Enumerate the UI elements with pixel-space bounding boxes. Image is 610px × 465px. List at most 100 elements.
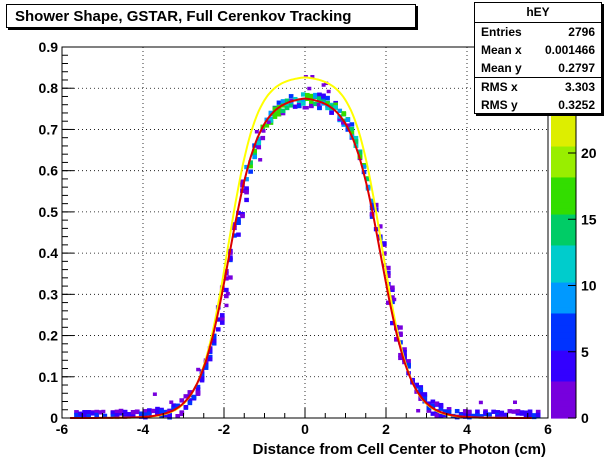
heatmap-cell [503,412,509,418]
heatmap-cell [175,404,181,409]
colorbar-segment [551,387,576,394]
heatmap-cell [390,287,395,293]
heatmap-cell [228,275,233,280]
heatmap-cell [101,409,106,414]
heatmap-cell [329,104,334,109]
heatmap-cell [321,83,326,87]
stats-name: hEY [475,3,601,23]
colorbar-segment [551,195,576,203]
heatmap-cell [258,158,263,162]
heatmap-cell [179,398,185,403]
heatmap-cell [252,154,257,160]
colorbar-segment [551,331,576,339]
heatmap-cell [357,150,363,155]
colorbar-segment [551,362,576,370]
heatmap-cell [531,413,537,418]
colorbar-segment [551,337,576,345]
heatmap-cell [406,359,411,364]
colorbar-segment [551,115,576,122]
heatmap-cell [183,404,189,410]
colorbar-segment [551,176,576,184]
colorbar-segment [551,263,576,271]
heatmap-cell [349,122,355,127]
heatmap-cell [418,392,424,397]
heatmap-cell [284,105,290,111]
heatmap-cell [349,130,355,136]
heatmap-cell [252,151,257,157]
colorbar-tick-label: 5 [581,344,589,360]
heatmap-cell [171,406,176,412]
colorbar-segment [551,281,576,289]
colorbar-segment [551,393,576,401]
heatmap-cell [254,129,259,134]
heatmap-cell [244,197,249,203]
heatmap-cell [398,325,403,330]
heatmap-cell [394,337,399,342]
heatmap-cell [256,140,262,146]
heatmap-cell [519,410,525,415]
heatmap-cell [187,398,193,403]
heatmap-cell [337,108,343,113]
colorbar-segment [551,201,576,209]
colorbar-segment [551,374,576,382]
heatmap-cell [280,99,286,104]
heatmap-cell [191,394,197,400]
heatmap-cell [430,399,436,404]
colorbar-segment [551,269,576,277]
heatmap-cell [155,410,160,415]
heatmap-cell [426,408,432,413]
heatmap-cell [219,313,225,318]
stats-value: 2796 [568,25,595,39]
heatmap-cell [317,96,322,101]
heatmap-cell [276,107,282,113]
heatmap-cell [499,410,505,415]
heatmap-cell [317,92,322,97]
heatmap-cell [126,414,132,419]
heatmap-cell [316,102,321,107]
heatmap-cell [309,103,314,109]
colorbar-segment [551,356,576,363]
fit-curve [70,97,532,419]
heatmap-cell [240,179,245,184]
heatmap-cell [402,354,407,359]
heatmap-cell [94,412,100,418]
heatmap-cell [313,94,318,99]
heatmap-cell [309,93,314,99]
heatmap-cell [300,97,306,103]
heatmap-cell [418,387,424,392]
heatmap-cell [430,411,436,416]
heatmap-cell [152,392,157,396]
heatmap-cell [272,114,278,119]
heatmap-cell [74,412,79,418]
heatmap-cell [483,410,488,415]
heatmap-cell [147,411,152,416]
colorbar-segment [551,312,576,320]
heatmap-cell [416,408,421,413]
heatmap-cell [321,98,326,103]
colorbar-tick-label: 20 [581,145,597,161]
heatmap-cell [376,236,381,241]
heatmap-cell [276,112,282,117]
heatmap-cell [261,129,266,133]
heatmap-cell [402,349,407,355]
heatmap-cell [252,148,257,153]
stats-row-rms-x: RMS x 3.303 [475,77,601,96]
heatmap-cell [155,406,160,412]
stats-row-mean-x: Mean x 0.001466 [475,41,601,59]
heatmap-cell [264,123,270,128]
heatmap-cell [187,390,193,396]
heatmap-cell [288,103,294,108]
y-tick-label: 0 [50,410,58,426]
heatmap-cell [86,414,91,419]
heatmap-cell [349,126,355,132]
y-tick-label: 0.8 [39,80,59,96]
colorbar-segment [551,145,576,153]
heatmap-cell [98,410,104,415]
heatmap-cell [280,111,286,116]
heatmap-cell [260,135,266,141]
y-tick-label: 0.3 [39,286,59,302]
heatmap-cell [167,413,172,419]
heatmap-cell [219,316,225,321]
heatmap-cell [438,406,444,411]
